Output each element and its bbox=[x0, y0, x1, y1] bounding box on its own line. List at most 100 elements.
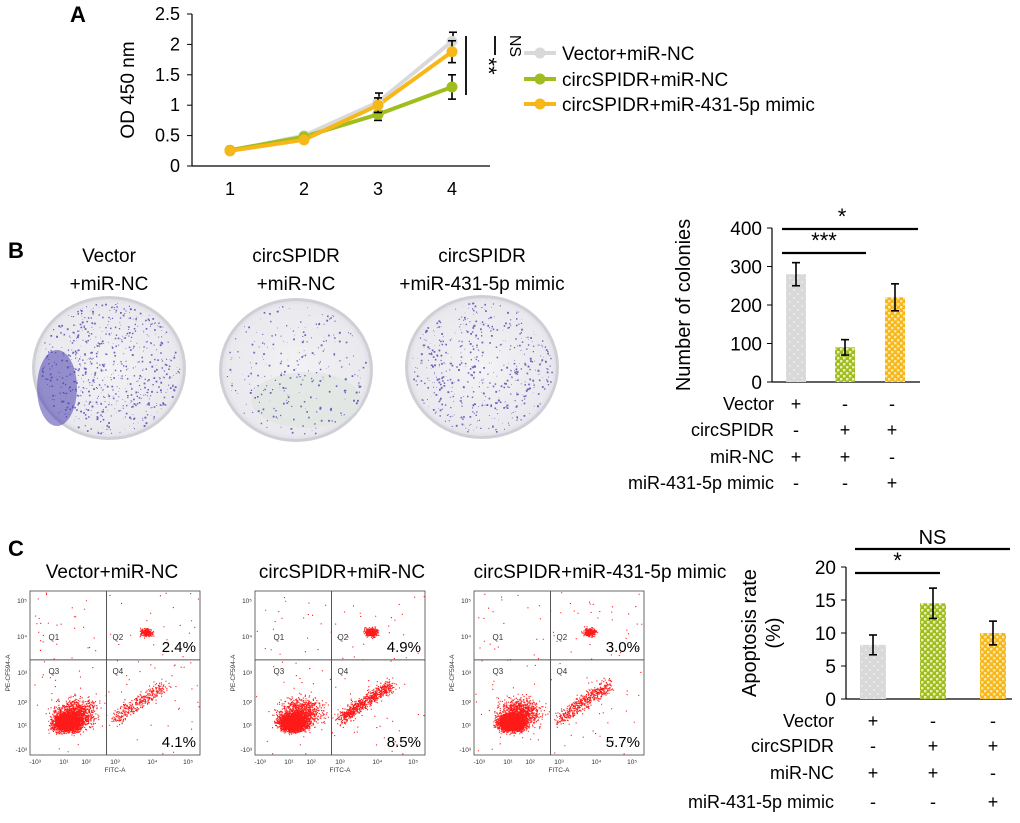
chart-c-condition-mark: + bbox=[868, 711, 879, 731]
flow-xaxis-label: FITC-A bbox=[549, 767, 571, 774]
chart-b: 0 100 200 300 400 Number of colonies **** Vecto… bbox=[628, 204, 920, 493]
flow-plot-title: Vector+miR-NC bbox=[46, 562, 179, 583]
chart-b-condition-mark: - bbox=[793, 473, 799, 493]
chart-b-condition-mark: + bbox=[791, 394, 802, 414]
chart-a-ytick-label: 2.5 bbox=[155, 4, 180, 24]
flow-q2-percent: 3.0% bbox=[606, 639, 640, 656]
flow-quadrant-label: Q4 bbox=[557, 667, 568, 676]
flow-quadrant-label: Q3 bbox=[49, 667, 60, 676]
flow-quadrant-label: Q2 bbox=[557, 633, 568, 642]
flow-quadrant-label: Q3 bbox=[274, 667, 285, 676]
chart-a-legend-marker bbox=[534, 98, 546, 110]
flow-ytick-label: 10³ bbox=[243, 670, 253, 677]
flow-ytick-label: 10³ bbox=[462, 670, 472, 677]
chart-c-condition-mark: + bbox=[988, 736, 999, 756]
chart-c-condition-label: miR-431-5p mimic bbox=[688, 792, 834, 812]
flow-quadrant-label: Q4 bbox=[113, 667, 124, 676]
chart-b-condition-label: miR-431-5p mimic bbox=[628, 473, 774, 493]
chart-c-condition-mark: - bbox=[930, 792, 936, 812]
chart-a-ylabel: OD 450 nm bbox=[118, 41, 139, 138]
chart-b-ytick-label: 300 bbox=[730, 258, 762, 279]
flow-plot-events bbox=[475, 592, 643, 755]
chart-c-condition-mark: + bbox=[988, 792, 999, 812]
flow-ytick-label: 10⁴ bbox=[17, 634, 27, 641]
chart-c-condition-label: circSPIDR bbox=[751, 736, 834, 756]
chart-b-bar bbox=[885, 297, 905, 382]
colony-plate-1: Vector +miR-NC bbox=[32, 246, 186, 440]
chart-a-ytick-label: 1 bbox=[170, 95, 180, 115]
chart-a-legend-label: circSPIDR+miR-431-5p mimic bbox=[562, 95, 815, 116]
flow-xtick-label: 10¹ bbox=[284, 759, 294, 766]
chart-b-ytick-label: 100 bbox=[730, 335, 762, 356]
flow-q4-percent: 4.1% bbox=[162, 734, 196, 751]
flow-ytick-label: 10⁴ bbox=[242, 634, 252, 641]
chart-a-xtick-label: 2 bbox=[299, 179, 309, 199]
panel-letter-a: A bbox=[70, 2, 86, 27]
chart-c-sig-label: * bbox=[893, 548, 902, 573]
chart-b-condition-mark: + bbox=[840, 420, 851, 440]
panel-letter-b: B bbox=[8, 238, 24, 263]
chart-b-sig-label: * bbox=[838, 204, 847, 229]
flow-plot-1: Vector+miR-NC Q1 Q2 Q3 Q4 2.4% 4.1% -10³ 10¹ 10² 1… bbox=[5, 562, 201, 774]
flow-plot-title: circSPIDR+miR-NC bbox=[259, 562, 425, 583]
plate-dish bbox=[408, 298, 556, 436]
chart-b-ytick-label: 0 bbox=[751, 373, 762, 394]
flow-ytick-label: 10³ bbox=[18, 670, 28, 677]
flow-yaxis-label: PE-CF594-A bbox=[5, 654, 12, 692]
plate-label-line2: +miR-NC bbox=[257, 274, 336, 295]
colony-plate-3: circSPIDR +miR-431-5p mimic bbox=[399, 246, 565, 439]
chart-b-condition-mark: - bbox=[793, 420, 799, 440]
chart-a-legend-label: circSPIDR+miR-NC bbox=[562, 70, 728, 91]
chart-a-y-ticks: 0 0.5 1 1.5 2 2.5 bbox=[155, 4, 192, 176]
chart-a-xtick-label: 4 bbox=[447, 179, 457, 199]
chart-a-line-circ_mimic bbox=[229, 50, 454, 153]
chart-a-ytick-label: 0 bbox=[170, 156, 180, 176]
chart-c-condition-mark: - bbox=[870, 792, 876, 812]
chart-a-series bbox=[224, 31, 458, 157]
chart-b-condition-label: circSPIDR bbox=[691, 420, 774, 440]
chart-a-xtick-label: 1 bbox=[225, 179, 235, 199]
flow-xtick-label: 10⁴ bbox=[591, 759, 601, 766]
chart-c-ylabel-line2: (%) bbox=[763, 617, 785, 648]
chart-c-condition-label: Vector bbox=[783, 711, 834, 731]
flow-ytick-label: -10³ bbox=[15, 747, 27, 754]
chart-a-ytick-label: 1.5 bbox=[155, 65, 180, 85]
chart-c-sig-label: NS bbox=[919, 527, 947, 549]
chart-a-sig-star: ** bbox=[476, 57, 501, 75]
chart-b-condition-mark: - bbox=[842, 473, 848, 493]
flow-quadrant-label: Q2 bbox=[338, 633, 349, 642]
chart-b-ylabel: Number of colonies bbox=[673, 219, 695, 391]
chart-b-condition-label: Vector bbox=[723, 394, 774, 414]
chart-b-condition-mark: + bbox=[840, 447, 851, 467]
flow-xtick-label: 10² bbox=[306, 759, 316, 766]
flow-xtick-label: 10⁴ bbox=[372, 759, 382, 766]
flow-ytick-label: 10⁵ bbox=[461, 598, 471, 605]
chart-a-xtick-label: 3 bbox=[373, 179, 383, 199]
flow-q2-percent: 4.9% bbox=[387, 639, 421, 656]
chart-b-condition-mark: - bbox=[889, 394, 895, 414]
flow-ytick-label: 10² bbox=[243, 700, 253, 707]
chart-a-point-circ_nc bbox=[372, 108, 384, 120]
chart-a-line-vector bbox=[229, 39, 454, 153]
flow-xtick-label: 10⁵ bbox=[627, 759, 637, 766]
flow-quadrant-label: Q1 bbox=[274, 633, 285, 642]
chart-a-point-circ_mimic bbox=[372, 99, 384, 111]
flow-q4-percent: 8.5% bbox=[387, 734, 421, 751]
flow-xtick-label: 10¹ bbox=[59, 759, 69, 766]
plate-label-line1: Vector bbox=[82, 246, 137, 267]
flow-xtick-label: 10² bbox=[525, 759, 535, 766]
flow-quadrant-label: Q1 bbox=[49, 633, 60, 642]
chart-b-condition-label: miR-NC bbox=[710, 447, 774, 467]
flow-xtick-label: 10² bbox=[81, 759, 91, 766]
chart-c: 0 5 10 15 20 Apoptosis rate (%) * NS Vector + - - cir… bbox=[688, 527, 1012, 812]
chart-c-condition-mark: + bbox=[868, 763, 879, 783]
flow-quadrant-label: Q2 bbox=[113, 633, 124, 642]
chart-a-sig-ns: NS bbox=[506, 35, 523, 57]
chart-c-ytick-label: 10 bbox=[815, 624, 836, 645]
flow-ytick-label: -10³ bbox=[459, 747, 471, 754]
chart-a-ytick-label: 0.5 bbox=[155, 126, 180, 146]
chart-c-ytick-label: 5 bbox=[825, 657, 836, 678]
chart-b-condition-mark: - bbox=[889, 447, 895, 467]
chart-c-condition-mark: + bbox=[928, 736, 939, 756]
flow-plot-title: circSPIDR+miR-431-5p mimic bbox=[474, 562, 727, 583]
